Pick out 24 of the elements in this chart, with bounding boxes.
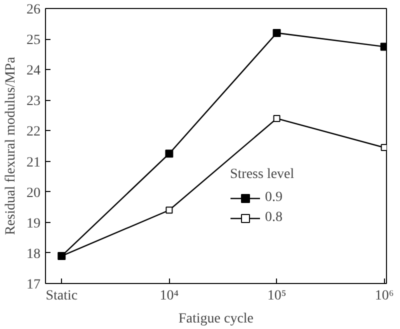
x-tick-label: 10⁴ xyxy=(160,288,179,304)
y-tick-label: 24 xyxy=(26,64,40,79)
y-tick-label: 25 xyxy=(26,33,40,48)
point xyxy=(273,115,280,122)
point xyxy=(166,206,173,214)
x-tick-label: 10⁵ xyxy=(267,288,286,304)
legend-label: 0.9 xyxy=(265,190,284,206)
x-axis-title: Fatigue cycle xyxy=(178,312,254,326)
point xyxy=(380,144,386,152)
point xyxy=(272,28,281,37)
legend-label: 0.8 xyxy=(265,210,284,226)
y-tick-label: 26 xyxy=(26,2,40,18)
y-tick-label: 18 xyxy=(26,246,40,262)
y-axis-title: Residual flexural modulus/MPa xyxy=(4,56,18,236)
x-tick-label: Static xyxy=(46,288,78,304)
y-tick-label: 21 xyxy=(26,155,40,170)
y-tick-label: 23 xyxy=(26,94,40,110)
y-tick-label: 19 xyxy=(26,216,40,232)
x-tick-label: 10⁶ xyxy=(374,288,394,304)
y-tick-label: 20 xyxy=(26,186,40,201)
legend-title: Stress level xyxy=(230,167,294,183)
y-tick-label: 17 xyxy=(26,278,40,292)
y-tick-label: 22 xyxy=(26,124,40,140)
point xyxy=(165,150,174,158)
